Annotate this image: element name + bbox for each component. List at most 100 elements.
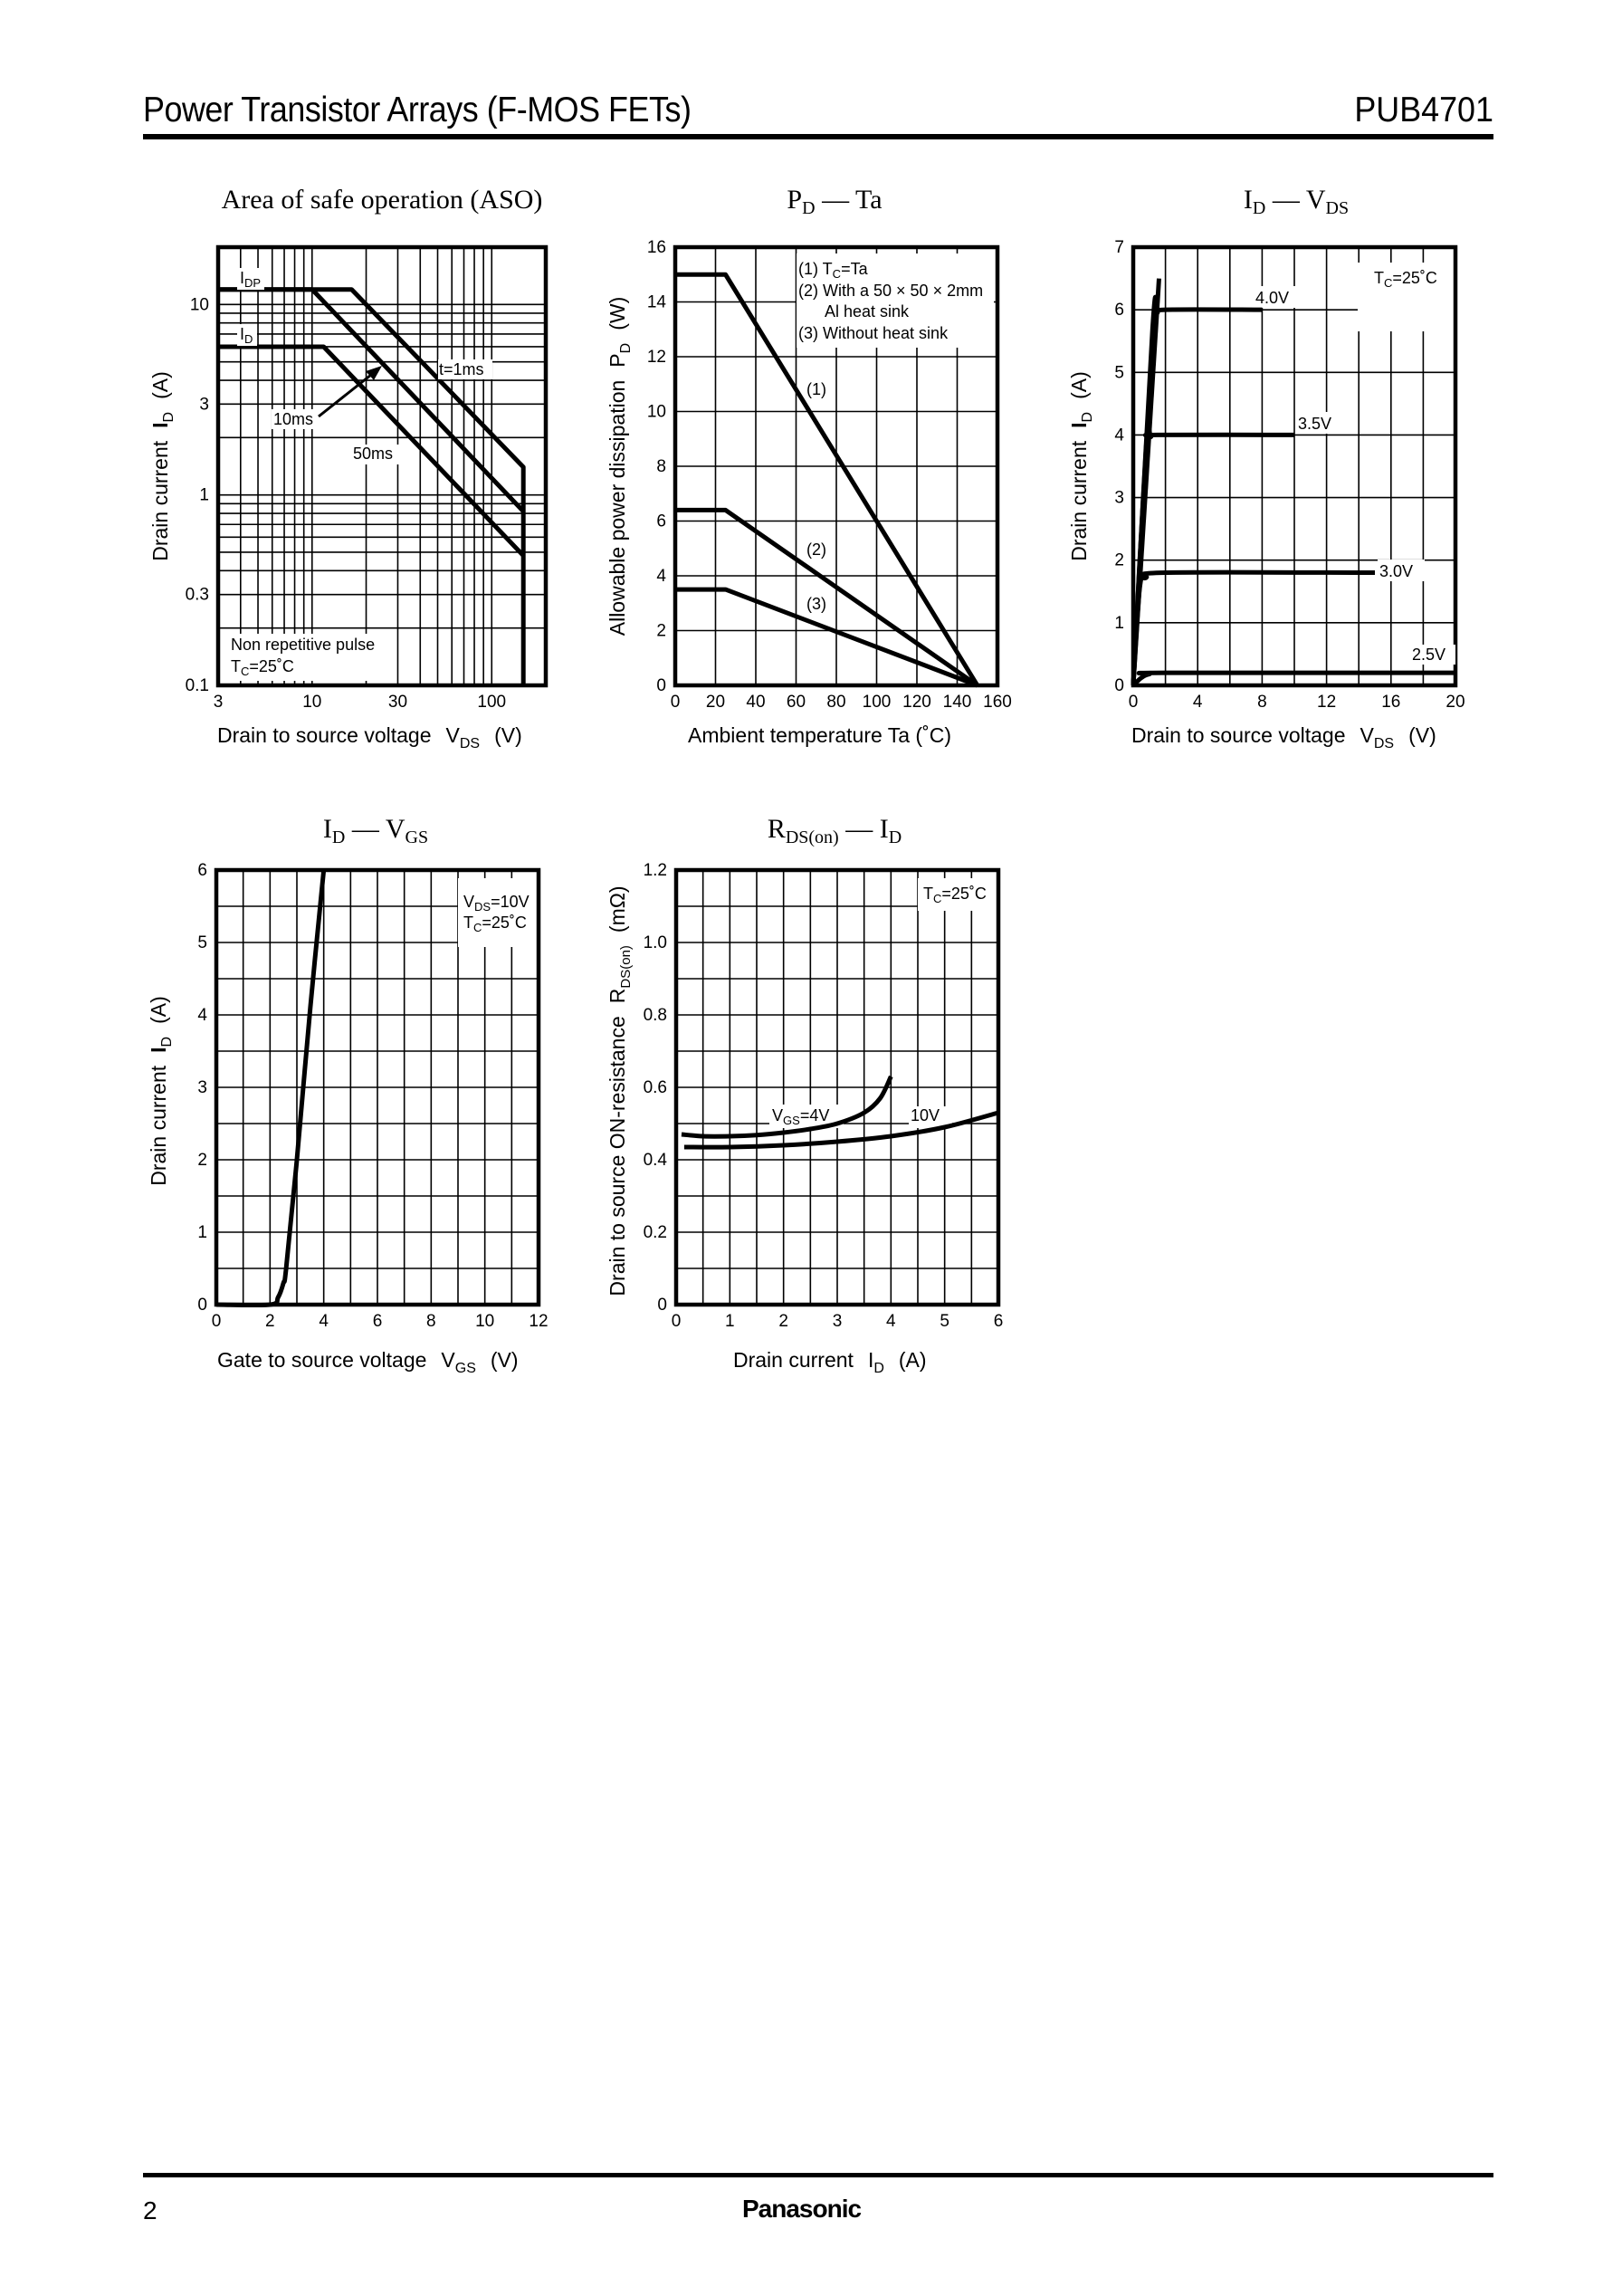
svg-text:10: 10 [190,295,209,314]
svg-text:10: 10 [647,403,666,422]
pd-curve-2-label: (2) [806,541,826,559]
idvgs-y-ticks: 0 1 2 3 4 5 6 [197,861,207,1315]
aso-note-pulse: Non repetitive pulse [231,636,375,654]
svg-text:40: 40 [746,693,765,712]
aso-arrow-icon [366,366,382,380]
svg-text:8: 8 [426,1312,436,1331]
svg-text:2: 2 [656,622,666,641]
svg-text:3: 3 [214,693,224,712]
idvds-xlabel: Drain to source voltage VDS (V) [1131,723,1436,751]
svg-text:8: 8 [1257,693,1267,712]
svg-text:2: 2 [778,1312,788,1331]
idvds-label-3-5v: 3.5V [1298,415,1331,433]
svg-text:0.6: 0.6 [644,1078,667,1097]
svg-text:1.2: 1.2 [644,861,667,880]
svg-text:2: 2 [265,1312,275,1331]
svg-text:5: 5 [940,1312,949,1331]
svg-text:3: 3 [833,1312,843,1331]
svg-text:0.2: 0.2 [644,1223,667,1242]
rds-frame [673,867,1001,1307]
aso-10ms-label: 10ms [273,410,313,428]
pd-ylabel: Allowable power dissipationPD(W) [606,297,634,636]
svg-text:14: 14 [647,293,667,312]
idvds-y-ticks: 0 1 2 3 4 5 6 7 [1114,238,1124,695]
svg-text:3: 3 [1114,489,1124,508]
idvgs-grid [216,870,539,1305]
svg-text:0: 0 [212,1312,222,1331]
idvgs-ylabel: Drain currentID(A) [147,996,175,1186]
svg-text:12: 12 [529,1312,548,1331]
svg-text:16: 16 [647,238,666,257]
svg-text:4: 4 [656,567,666,586]
pd-ta-plot: PD — Ta 0 20 40 60 80 100 120 140 160 0 2 4 6 8 10 12 1… [606,185,1012,747]
rds-curves [681,1075,999,1150]
aso-plot: Area of safe operation (ASO) 3 10 30 100 0.… [148,185,549,751]
svg-text:60: 60 [787,693,806,712]
svg-text:30: 30 [388,693,407,712]
svg-text:0: 0 [671,693,681,712]
header-rule [143,134,1493,139]
svg-text:5: 5 [197,933,207,952]
aso-title: Area of safe operation (ASO) [222,185,543,215]
idvds-curves [1131,278,1456,687]
svg-text:10: 10 [475,1312,494,1331]
svg-text:6: 6 [197,861,207,880]
svg-text:0: 0 [656,676,666,695]
pd-curves [675,272,979,688]
svg-text:160: 160 [983,693,1012,712]
pd-curve-1-label: (1) [806,380,826,398]
idvgs-x-ticks: 0 2 4 6 8 10 12 [212,1312,549,1331]
idvgs-vds-annotation: VDS=10V [463,893,530,914]
aso-id-label: ID [240,325,253,346]
svg-text:3: 3 [197,1078,207,1097]
idvds-ylabel: Drain currentID(A) [1067,371,1095,561]
svg-text:6: 6 [1114,301,1124,320]
idvds-label-2-5v: 2.5V [1412,646,1445,664]
aso-y-ticks: 0.1 0.3 1 3 10 [186,295,209,695]
id-vgs-title: ID — VGS [323,814,428,847]
svg-text:1: 1 [725,1312,735,1331]
svg-text:10: 10 [302,693,321,712]
pd-y-ticks: 0 2 4 6 8 10 12 14 16 [647,238,667,695]
svg-text:0.1: 0.1 [186,676,209,695]
rds-label-vgs-4v: VGS=4V [772,1106,829,1127]
svg-text:4: 4 [1193,693,1203,712]
svg-text:120: 120 [902,693,931,712]
rds-x-ticks: 0 1 2 3 4 5 6 [672,1312,1004,1331]
idvds-frame [1131,244,1458,688]
svg-text:12: 12 [647,348,666,367]
pd-legend-2: (2) With a 50 × 50 × 2mm [798,282,983,300]
svg-text:100: 100 [477,693,506,712]
svg-text:1: 1 [197,1223,207,1242]
idvds-grid [1133,247,1455,685]
aso-note-tc: TC=25˚C [231,657,294,678]
svg-text:140: 140 [943,693,972,712]
rds-tc-annotation: TC=25˚C [923,885,987,905]
idvds-x-ticks: 0 4 8 12 16 20 [1129,693,1465,712]
idvgs-frame [214,867,541,1307]
rds-on-title: RDS(on) — ID [768,814,902,847]
svg-text:8: 8 [656,457,666,476]
svg-text:4: 4 [319,1312,329,1331]
svg-text:5: 5 [1114,363,1124,382]
page-header-title: Power Transistor Arrays (F-MOS FETs) [143,91,692,129]
svg-text:0: 0 [1129,693,1139,712]
svg-text:4: 4 [886,1312,896,1331]
pd-frame [673,244,1000,688]
rds-y-ticks: 0 0.2 0.4 0.6 0.8 1.0 1.2 [644,861,668,1315]
rds-on-plot: RDS(on) — ID 0 1 2 3 4 5 6 0 0.2 0.4 0.6 0.8 1.0 1.2… [606,814,1003,1376]
svg-text:4: 4 [1114,426,1124,445]
svg-text:0: 0 [657,1296,667,1315]
idvds-label-4v: 4.0V [1255,289,1289,307]
aso-x-ticks: 3 10 30 100 [214,693,506,712]
svg-text:1: 1 [1114,614,1124,633]
pd-legend-3: (3) Without heat sink [798,324,949,342]
svg-text:1: 1 [199,486,209,505]
svg-text:80: 80 [826,693,845,712]
idvds-label-3v: 3.0V [1379,562,1413,580]
aso-idp-label: IDP [240,269,261,290]
